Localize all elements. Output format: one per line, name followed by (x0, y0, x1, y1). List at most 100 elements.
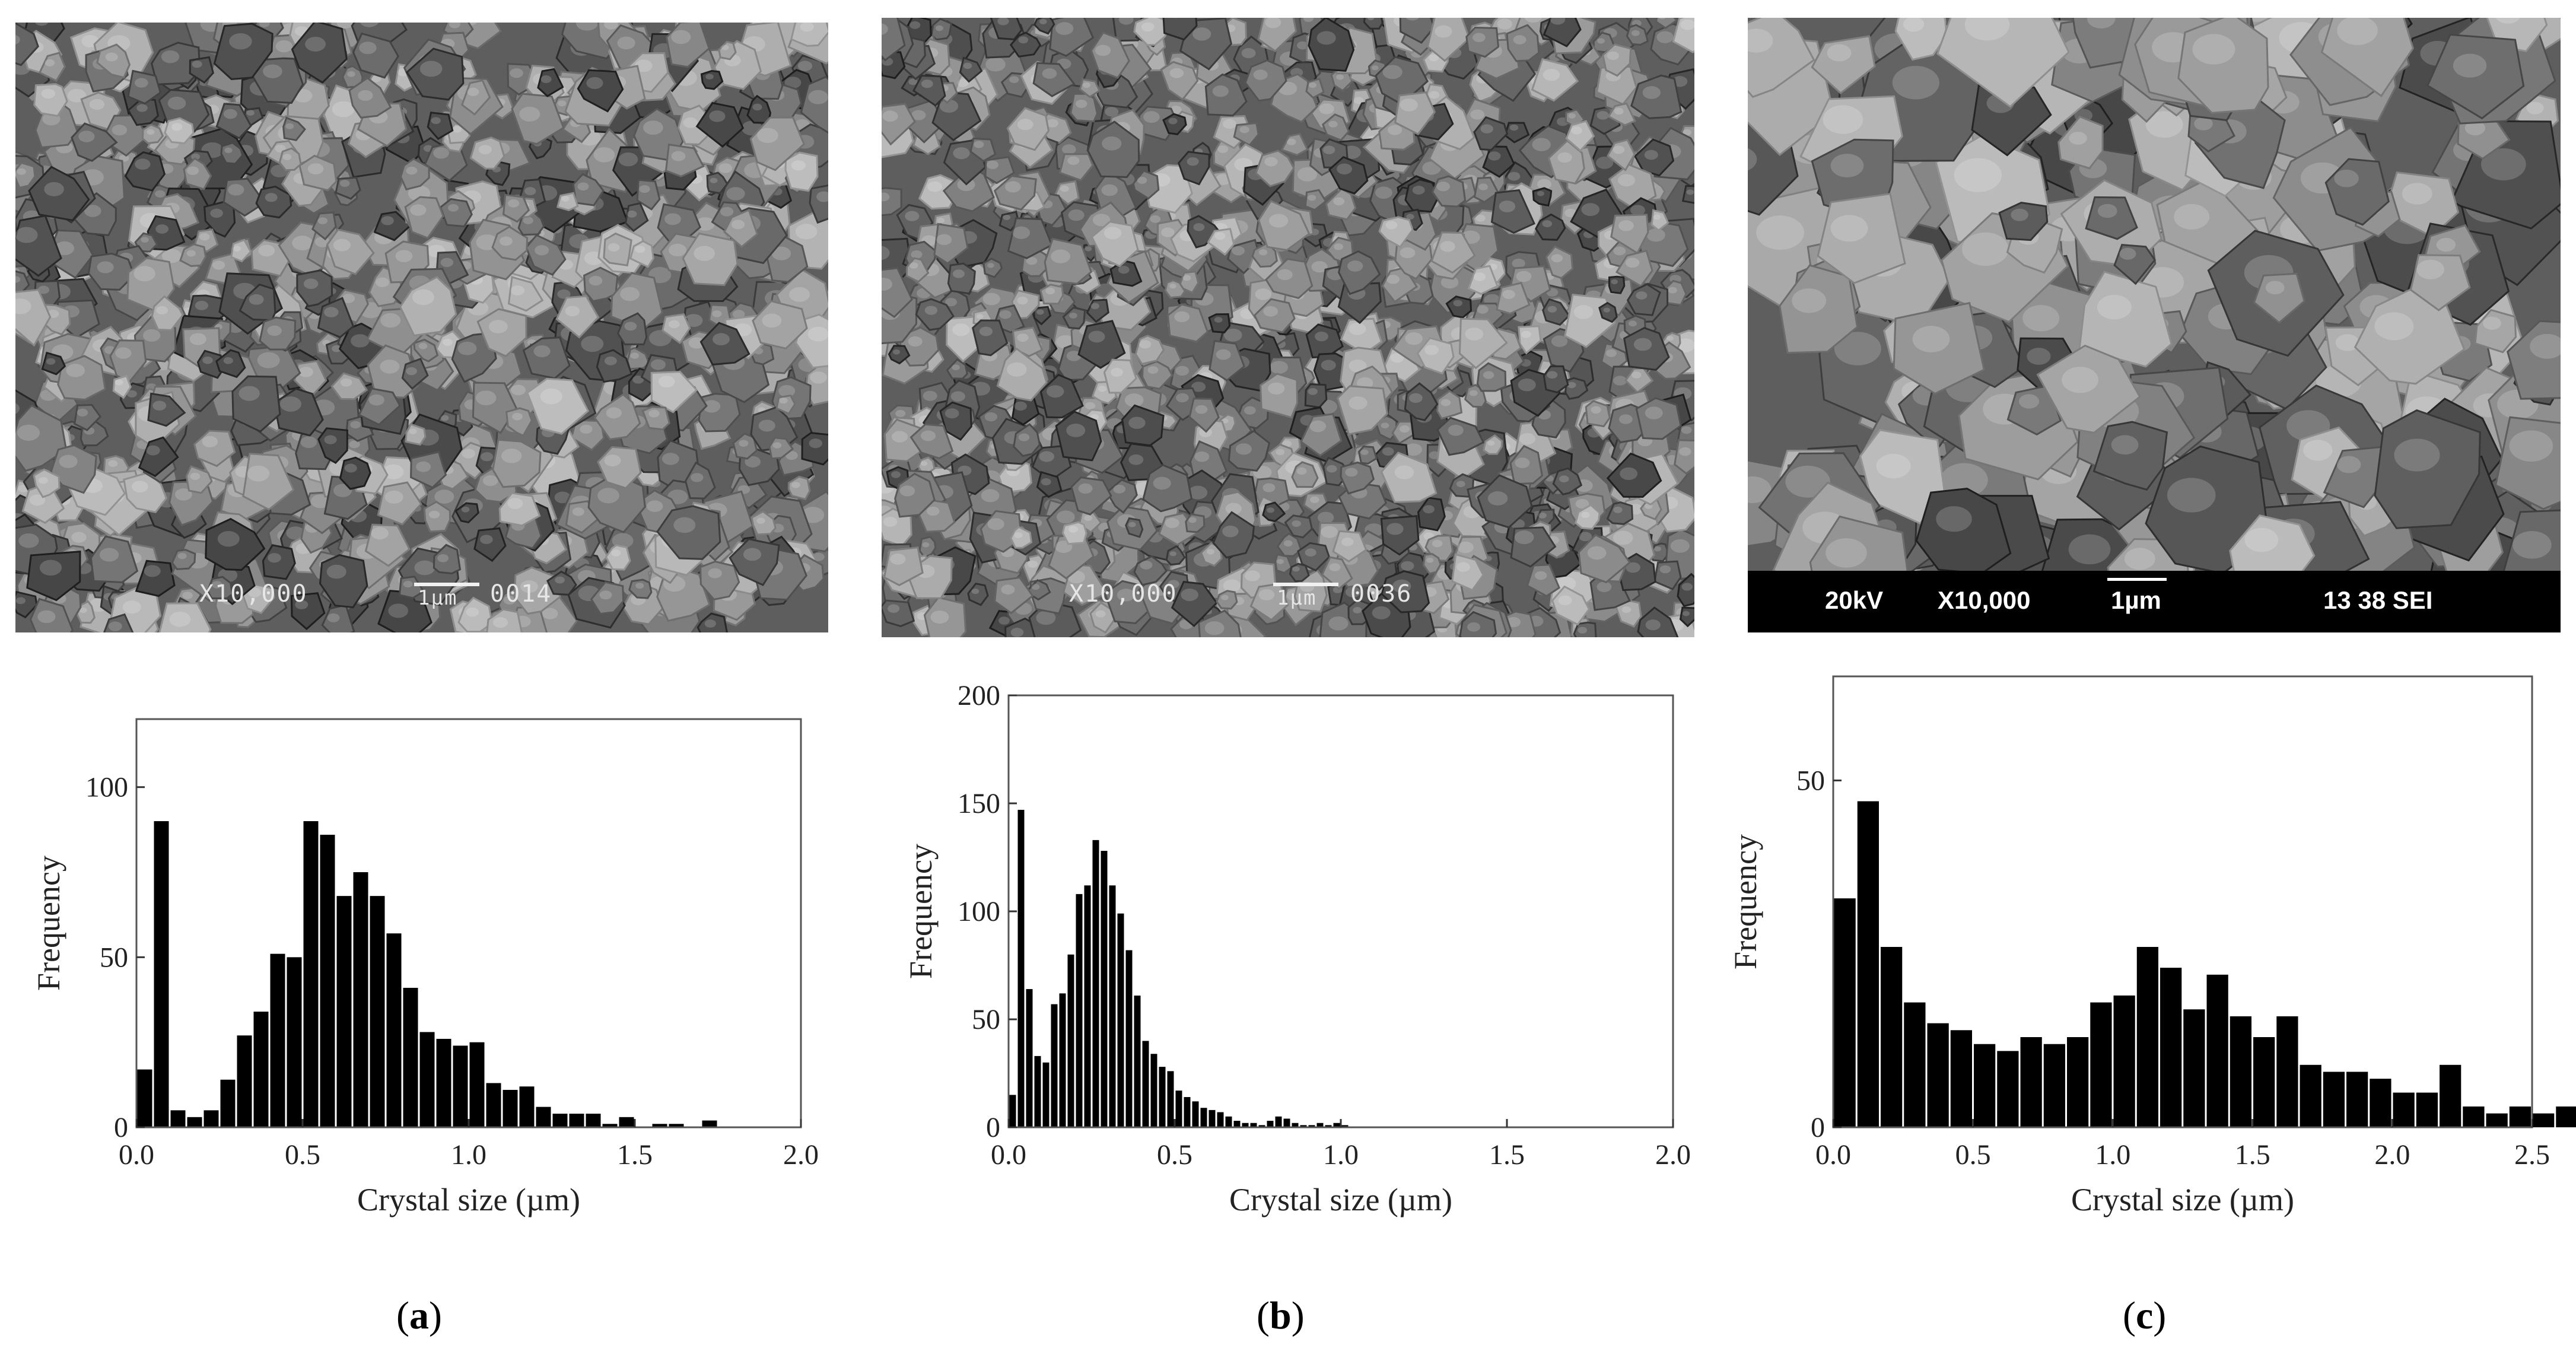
magnification-label: X10,000 (1938, 586, 2031, 614)
histogram-bar (2206, 974, 2228, 1127)
histogram-bar (237, 1035, 252, 1127)
histogram-bar (1308, 1125, 1315, 1127)
panel-label-a: (a) (396, 1294, 442, 1337)
histogram-bar (1250, 1123, 1257, 1127)
x-axis-label: Crystal size (µm) (357, 1182, 580, 1217)
scale-label: 1µm (418, 586, 458, 610)
histogram-bar (2370, 1079, 2391, 1127)
histogram-bar (1009, 1095, 1016, 1127)
histogram-bar (1950, 1030, 1973, 1127)
histogram-bar (1076, 894, 1083, 1127)
histogram-bar (1283, 1118, 1290, 1127)
histogram-bar (386, 933, 402, 1127)
histogram-bar (1904, 1002, 1926, 1127)
histogram-bar (1233, 1121, 1241, 1127)
histogram-bar (1300, 1125, 1307, 1127)
histogram-bar (2043, 1044, 2066, 1127)
histogram-bar (602, 1124, 618, 1127)
histogram-bar (1275, 1116, 1282, 1127)
sem-micrograph-c: 20kV X10,000 1µm 13 38 SEI (1748, 18, 2561, 632)
histogram-bar (569, 1114, 584, 1127)
y-tick-label: 50 (1796, 765, 1825, 796)
histogram-bar (1927, 1023, 1949, 1127)
bars (1834, 801, 2576, 1127)
histogram-bar (2090, 1002, 2112, 1127)
y-axis-label: Frequency (903, 844, 939, 979)
x-tick-label: 1.5 (2235, 1139, 2270, 1171)
histogram-bar (1200, 1108, 1207, 1127)
histogram-bar (2486, 1113, 2508, 1127)
histogram-bar (2136, 947, 2159, 1127)
scale-bar (1273, 583, 1338, 586)
scale-bar (2107, 578, 2167, 581)
histogram-bar (336, 896, 352, 1127)
histogram-bar (220, 1079, 236, 1127)
histogram-bar (486, 1083, 501, 1127)
histogram-bar (1034, 1056, 1041, 1127)
x-tick-label: 0.5 (1955, 1139, 1991, 1171)
histogram-bar (1292, 1123, 1299, 1127)
histogram-bar (1217, 1112, 1224, 1127)
histogram-bar (1167, 1071, 1174, 1127)
histogram-bar (419, 1032, 435, 1127)
histogram-bar (1051, 1004, 1058, 1127)
histogram-bar (403, 987, 418, 1127)
histogram-b: 0.0 0.5 1.0 1.5 2.0 0 50 100 150 200 Crystal size … (854, 653, 1709, 1246)
x-tick-label: 0.5 (1157, 1139, 1192, 1171)
y-tick-label: 200 (958, 680, 1000, 711)
histogram-bar (303, 821, 319, 1127)
histogram-bar (2393, 1092, 2415, 1127)
histogram-bar (2113, 995, 2135, 1127)
histogram-bar (652, 1124, 667, 1127)
plot-frame (135, 718, 802, 1128)
histogram-bar (586, 1114, 601, 1127)
histogram-c-svg: 0.0 0.5 1.0 1.5 2.0 2.5 0 50 Crystal size (µm) Fr… (1728, 675, 2576, 1217)
histogram-bar (2346, 1072, 2368, 1127)
y-tick-label: 150 (958, 788, 1000, 819)
histogram-b-svg: 0.0 0.5 1.0 1.5 2.0 0 50 100 150 200 Crystal size … (903, 680, 1691, 1217)
sem-info-bar: 20kV X10,000 1µm 13 38 SEI (1748, 571, 2561, 632)
image-code: 13 38 SEI (2323, 586, 2433, 614)
histogram-c: 0.0 0.5 1.0 1.5 2.0 2.5 0 50 Crystal size (µm) Fr… (1709, 653, 2576, 1246)
histogram-bar (1092, 840, 1099, 1127)
histogram-bar (619, 1117, 634, 1127)
histogram-bar (2463, 1106, 2485, 1127)
y-tick-label: 0 (114, 1112, 128, 1143)
voltage-label: 20kV (1825, 586, 1884, 614)
histogram-bar (1225, 1116, 1232, 1127)
sem-micrograph-b: X10,000 1µm 0036 (882, 18, 1694, 637)
panel-label-b: (b) (1257, 1294, 1305, 1337)
histogram-bar (702, 1120, 717, 1127)
histogram-bar (1857, 801, 1879, 1127)
histogram-bar (1117, 913, 1124, 1127)
histogram-bar (1267, 1121, 1274, 1127)
histogram-bar (1333, 1123, 1340, 1127)
x-tick-label: 2.5 (2514, 1139, 2550, 1171)
histogram-bar (1109, 885, 1116, 1127)
histogram-bar (519, 1086, 535, 1127)
x-axis-label: Crystal size (µm) (2071, 1182, 2294, 1217)
sem-image-c (1748, 18, 2561, 632)
histogram-bar (170, 1110, 186, 1127)
y-tick-label: 100 (85, 772, 128, 803)
histogram-bar (469, 1042, 485, 1127)
x-tick-label: 1.5 (1489, 1139, 1525, 1171)
panel-label-c: (c) (2123, 1294, 2167, 1337)
y-tick-label: 0 (1811, 1112, 1825, 1143)
histogram-bar (1042, 1062, 1050, 1127)
image-code: 0014 (490, 580, 552, 608)
histogram-bar (1184, 1097, 1191, 1127)
histogram-bar (2323, 1072, 2345, 1127)
magnification-label: X10,000 (199, 580, 308, 608)
histogram-bar (1084, 885, 1091, 1127)
sem-image-a (15, 23, 828, 632)
histogram-bar (1175, 1091, 1182, 1127)
histogram-a: 0.0 0.5 1.0 1.5 2.0 0 50 100 Crystal size (µm) Fr… (0, 653, 854, 1246)
x-tick-label: 0.0 (119, 1139, 154, 1171)
histogram-bar (1258, 1125, 1265, 1127)
x-tick-label: 2.0 (2374, 1139, 2410, 1171)
histogram-bar (1059, 993, 1066, 1127)
histogram-bar (1881, 947, 1903, 1127)
histogram-bar (1101, 851, 1108, 1127)
x-tick-label: 1.0 (2095, 1139, 2130, 1171)
